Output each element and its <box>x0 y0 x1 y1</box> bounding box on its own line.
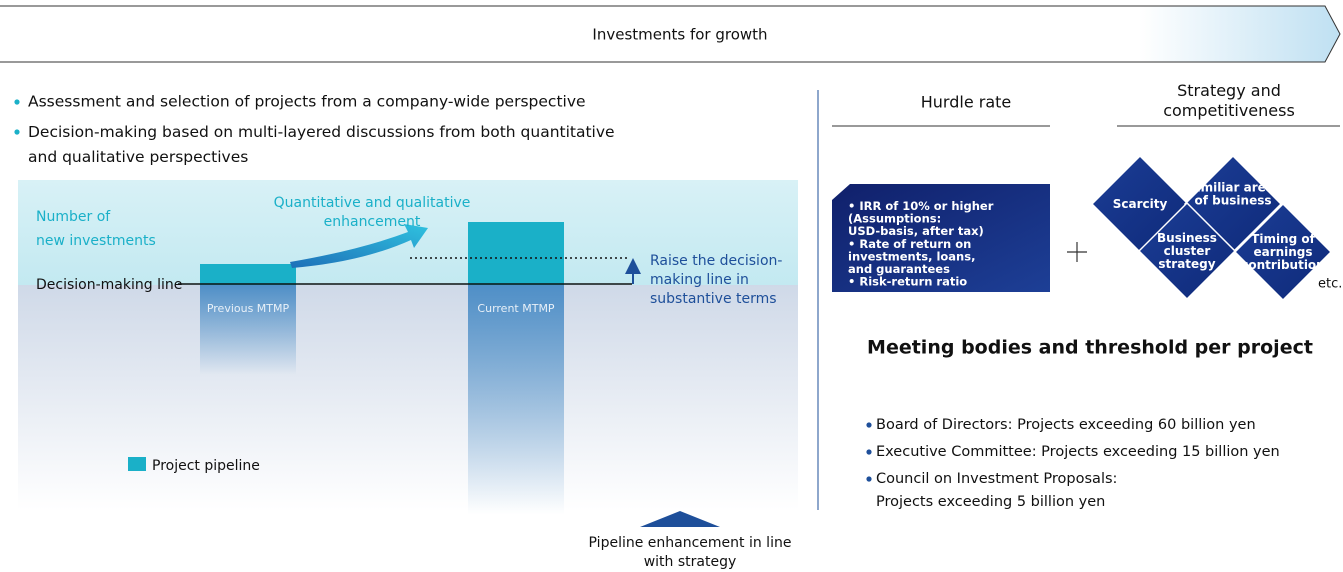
bar-label: Previous MTMP <box>207 302 290 315</box>
bullet-line: and qualitative perspectives <box>28 148 248 166</box>
raise-label-line: making line in <box>650 272 749 288</box>
hurdle-box-text-line: • Rate of return on <box>848 236 971 250</box>
enhancement-arrow <box>290 224 428 268</box>
meeting-title: Meeting bodies and threshold per project <box>867 337 1313 359</box>
etc-label: etc. <box>1318 277 1342 292</box>
hurdle-box <box>832 184 1050 292</box>
diamond-label-line: Business <box>1157 231 1217 245</box>
previous-bar-base <box>200 285 296 375</box>
bar-label: Current MTMP <box>477 302 555 315</box>
panel-bottom <box>18 285 798 510</box>
meeting-bullet-line: Council on Investment Proposals: <box>876 471 1117 487</box>
legend-label: Project pipeline <box>152 458 260 474</box>
footer-label-line: with strategy <box>644 554 737 570</box>
diamond-label-line: contribution <box>1241 258 1324 272</box>
hurdle-box-text: • IRR of 10% or higher (Assumptions: USD-b… <box>848 199 994 289</box>
enhancement-label-line: Quantitative and qualitative <box>274 195 471 211</box>
hurdle-box-text-line: • IRR of 10% or higher <box>848 199 994 213</box>
raise-label: Raise the decision-making line in substan… <box>650 253 782 307</box>
diamond-label-line: cluster <box>1164 244 1211 258</box>
diamond-label-line: Familiar areas <box>1185 180 1281 194</box>
bullet-dot <box>866 422 872 428</box>
y-label-line: Number of <box>36 209 111 225</box>
footer-triangle <box>640 511 720 527</box>
diamond <box>1137 201 1237 301</box>
box-corner <box>832 184 850 200</box>
diamonds <box>1090 154 1333 302</box>
bullet-dot <box>866 476 872 482</box>
enhancement-label: Quantitative and qualitative enhancement <box>274 195 471 230</box>
diamond-label: Timing of earnings contribution <box>1241 232 1324 272</box>
bullet-dot <box>14 129 20 135</box>
y-label-line: new investments <box>36 233 156 249</box>
meeting-bullet: Executive Committee: Projects exceeding … <box>876 444 1280 460</box>
diamond <box>1233 202 1333 302</box>
current-bar <box>468 222 564 285</box>
hurdle-title: Hurdle rate <box>921 93 1012 112</box>
meeting-bullet: Council on Investment Proposals: Projects… <box>876 471 1117 510</box>
bullet: Decision-making based on multi-layered d… <box>28 123 615 166</box>
diamond-label: Familiar areas of business <box>1185 180 1281 207</box>
y-label: Number of new investments <box>36 209 156 249</box>
current-bar-base <box>468 285 564 515</box>
labels: Investments for growth Assessment and sel… <box>14 26 1342 570</box>
diamond-label-line: strategy <box>1158 257 1215 271</box>
meeting-bullet: Board of Directors: Projects exceeding 6… <box>876 417 1256 433</box>
bullet-dot <box>866 449 872 455</box>
bullet: Assessment and selection of projects fro… <box>28 93 586 111</box>
banner-title: Investments for growth <box>592 26 767 44</box>
bullet-line: Decision-making based on multi-layered d… <box>28 123 615 141</box>
hurdle-box-text-line: USD-basis, after tax) <box>848 224 984 238</box>
strategy-title: Strategy and competitiveness <box>1163 81 1295 120</box>
footer-label: Pipeline enhancement in line with strateg… <box>589 535 792 570</box>
enhancement-label-line: enhancement <box>324 214 421 230</box>
hurdle-box-text-line: investments, loans, <box>848 249 975 263</box>
strategy-title-line: competitiveness <box>1163 101 1295 120</box>
previous-bar <box>200 264 296 285</box>
hurdle-box-text-line: and guarantees <box>848 262 950 276</box>
diamond-label-line: Scarcity <box>1113 197 1168 211</box>
strategy-title-line: Strategy and <box>1177 81 1281 100</box>
legend-swatch <box>128 457 146 471</box>
raise-label-line: Raise the decision- <box>650 253 782 269</box>
diamond-label-line: Timing of <box>1251 232 1315 246</box>
meeting-bullet-line: Projects exceeding 5 billion yen <box>876 494 1105 510</box>
footer-label-line: Pipeline enhancement in line <box>589 535 792 551</box>
diamond-label-line: of business <box>1195 193 1272 207</box>
decision-line-label: Decision-making line <box>36 277 182 293</box>
bullet-dot <box>14 99 20 105</box>
raise-label-line: substantive terms <box>650 291 777 307</box>
hurdle-box-text-line: • Risk-return ratio <box>848 274 967 288</box>
diamond-label: Business cluster strategy <box>1157 231 1217 271</box>
diamond-label-line: earnings <box>1253 245 1312 259</box>
banner <box>0 5 1341 63</box>
diamond-label: Scarcity <box>1113 197 1168 211</box>
hurdle-box-text-line: (Assumptions: <box>848 211 941 225</box>
